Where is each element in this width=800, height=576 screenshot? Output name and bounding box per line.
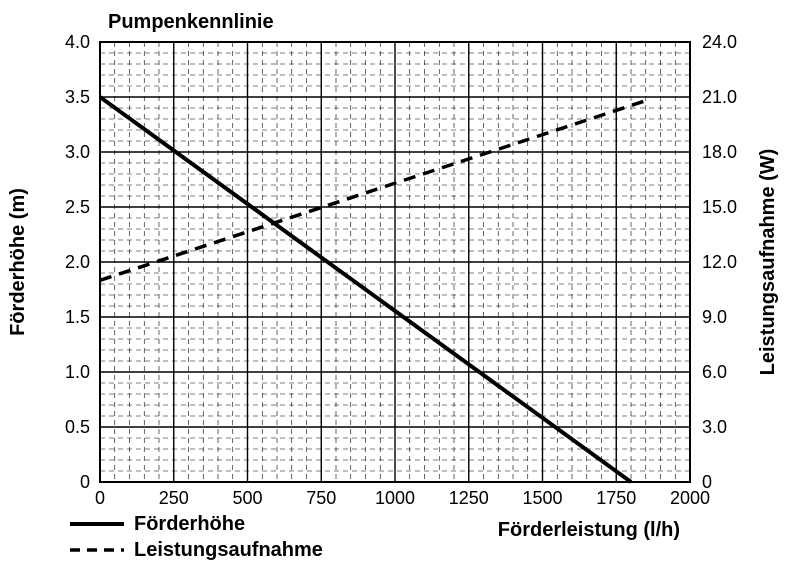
y-left-tick: 3.0: [65, 142, 90, 162]
pump-chart-svg: Pumpenkennlinie 0 250 500 750 1000 1250 1500 175…: [0, 0, 800, 576]
x-tick: 0: [95, 488, 105, 508]
y-right-tick: 3.0: [702, 417, 727, 437]
y-left-tick: 0: [80, 472, 90, 492]
y-left-label: Förderhöhe (m): [7, 188, 29, 336]
x-tick: 250: [159, 488, 189, 508]
x-tick: 1000: [375, 488, 415, 508]
x-tick: 1500: [522, 488, 562, 508]
x-label: Förderleistung (l/h): [498, 519, 680, 541]
y-left-tick: 2.5: [65, 197, 90, 217]
y-right-label: Leistungsaufnahme (W): [757, 149, 779, 376]
y-right-tick: 12.0: [702, 252, 737, 272]
y-left-tick: 0.5: [65, 417, 90, 437]
x-tick: 1750: [596, 488, 636, 508]
y-right-tick: 18.0: [702, 142, 737, 162]
y-left-tick: 4.0: [65, 32, 90, 52]
chart-container: { "chart": { "type": "line", "title": "P…: [0, 0, 800, 576]
x-tick: 1250: [449, 488, 489, 508]
x-tick: 500: [232, 488, 262, 508]
x-tick: 750: [306, 488, 336, 508]
y-right-tick: 15.0: [702, 197, 737, 217]
y-left-tick: 1.5: [65, 307, 90, 327]
y-right-tick: 24.0: [702, 32, 737, 52]
y-right-tick: 6.0: [702, 362, 727, 382]
chart-title: Pumpenkennlinie: [108, 11, 274, 33]
legend-item-0: Förderhöhe: [134, 513, 245, 535]
y-left-tick: 2.0: [65, 252, 90, 272]
legend-item-1: Leistungsaufnahme: [134, 539, 323, 561]
y-left-tick: 3.5: [65, 87, 90, 107]
y-right-tick: 21.0: [702, 87, 737, 107]
y-right-tick: 9.0: [702, 307, 727, 327]
y-left-tick: 1.0: [65, 362, 90, 382]
y-right-tick: 0: [702, 472, 712, 492]
